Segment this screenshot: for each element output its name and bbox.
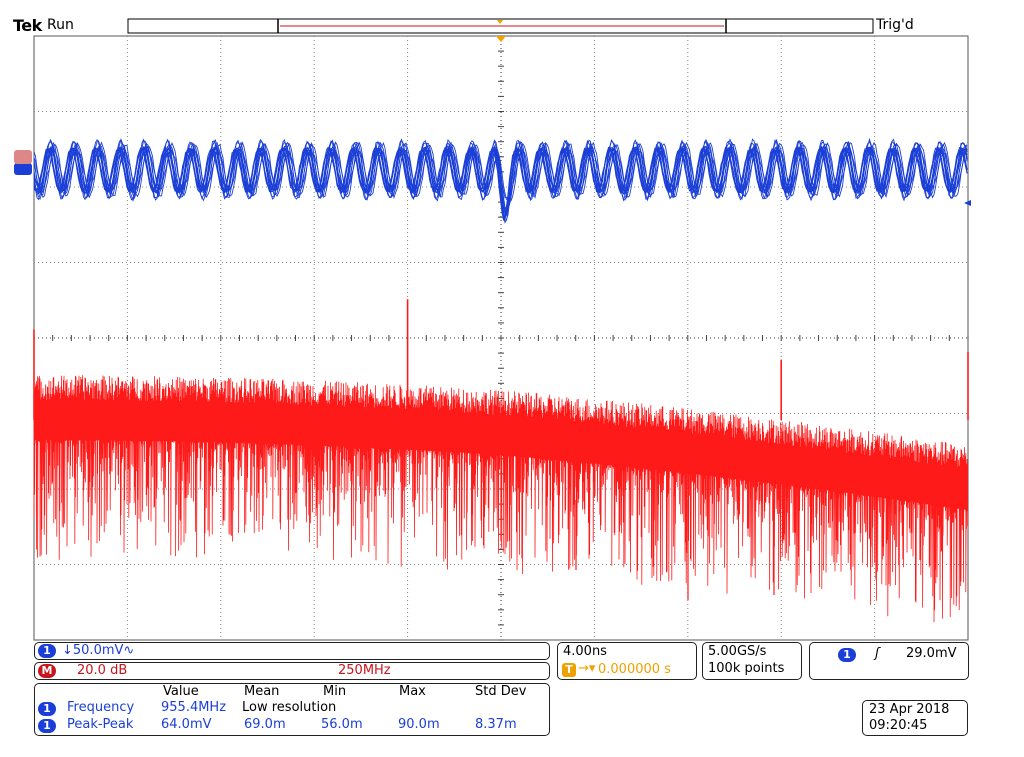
- meas-peakpeak-name: Peak-Peak: [67, 717, 134, 732]
- trigger-state: Trig'd: [876, 17, 914, 33]
- trigger-position-marker: [496, 36, 506, 42]
- time: 09:20:45: [869, 718, 928, 733]
- meas-peakpeak-stddev: 8.37m: [475, 717, 517, 732]
- acquisition-readout[interactable]: 5.00GS/s 100k points: [702, 642, 802, 680]
- acquisition-state: Run: [47, 17, 74, 33]
- horizontal-position-arrow: →▾: [578, 661, 596, 676]
- math-fft-trace: [33, 375, 968, 623]
- timebase-readout[interactable]: 4.00ns T →▾ 0.000000 s: [557, 642, 697, 680]
- math-scale: 20.0 dB: [77, 663, 128, 678]
- ch1-trace: [33, 145, 968, 213]
- math-center-freq: 250MHz: [338, 663, 391, 678]
- ch1-badge: 1: [38, 644, 56, 658]
- trigger-slope-icon: ʃ: [875, 646, 880, 661]
- meas-header-stddev: Std Dev: [475, 684, 527, 699]
- ch1-trace: [33, 146, 968, 221]
- meas-header-max: Max: [399, 684, 426, 699]
- brand-logo: Tek: [13, 16, 42, 35]
- meas-header-min: Min: [323, 684, 347, 699]
- sample-rate: 5.00GS/s: [708, 644, 767, 659]
- math-ground-marker: [14, 150, 32, 164]
- meas-peakpeak-mean: 69.0m: [244, 717, 286, 732]
- record-length: 100k points: [708, 661, 785, 676]
- measurement-panel[interactable]: Value Mean Min Max Std Dev 1 Frequency 9…: [34, 683, 550, 736]
- record-trigger-marker: [497, 20, 503, 24]
- meas-header-value: Value: [163, 684, 199, 699]
- meas-peakpeak-max: 90.0m: [398, 717, 440, 732]
- trigger-level: 29.0mV: [906, 646, 957, 661]
- ch1-scale-readout[interactable]: 1 ↓50.0mV∿: [34, 642, 550, 660]
- horizontal-scale: 4.00ns: [563, 644, 607, 659]
- meas-frequency-value: 955.4MHz: [161, 700, 227, 715]
- ch1-scale: ↓50.0mV∿: [62, 643, 135, 658]
- meas-frequency-name: Frequency: [67, 700, 135, 715]
- datetime-readout: 23 Apr 2018 09:20:45: [862, 700, 968, 736]
- meas-header-mean: Mean: [244, 684, 280, 699]
- math-readout[interactable]: M 20.0 dB 250MHz: [34, 662, 550, 680]
- horizontal-position: 0.000000 s: [598, 662, 671, 677]
- meas-row-badge: 1: [38, 702, 56, 716]
- trigger-source-badge: 1: [838, 648, 856, 662]
- meas-row-badge: 1: [38, 719, 56, 733]
- meas-frequency-mean: Low resolution: [242, 700, 337, 715]
- meas-peakpeak-value: 64.0mV: [161, 717, 212, 732]
- date: 23 Apr 2018: [869, 702, 950, 717]
- math-badge: M: [38, 664, 56, 678]
- trigger-position-badge: T: [562, 663, 576, 677]
- meas-peakpeak-min: 56.0m: [321, 717, 363, 732]
- ch1-ground-marker: [14, 163, 32, 175]
- trigger-readout[interactable]: 1 ʃ 29.0mV: [809, 642, 969, 680]
- trigger-level-marker: [964, 200, 971, 206]
- ch1-trace: [33, 140, 968, 215]
